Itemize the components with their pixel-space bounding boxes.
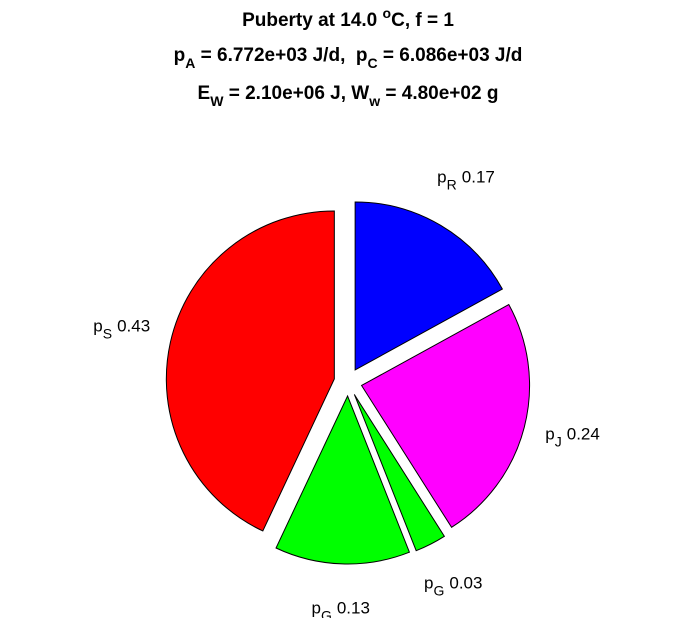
slice-label: pJ 0.24 [545, 425, 600, 450]
title-text: Puberty at 14.0 [242, 10, 382, 31]
title-subscript: w [368, 93, 380, 109]
title-subscript: C [368, 55, 378, 71]
label-subscript: R [447, 176, 457, 192]
pie-slice [353, 394, 446, 552]
title-superscript: o [383, 5, 392, 21]
chart-title: pA = 6.772e+03 J/d, pC = 6.086e+03 J/d [174, 45, 523, 71]
slice-label: pS 0.43 [93, 316, 150, 341]
pie-slice [360, 303, 531, 529]
slice-label: pG 0.13 [311, 599, 369, 618]
title-text: C, f = 1 [391, 10, 454, 31]
slice-label: pG 0.03 [424, 574, 482, 599]
title-text: = 2.10e+06 J, W [223, 83, 369, 104]
label-value: 0.24 [567, 425, 600, 444]
pie-slice [354, 201, 504, 371]
label-subscript: G [321, 608, 332, 618]
label-value: 0.17 [462, 167, 495, 186]
title-text: p [174, 45, 186, 66]
label-name: p [311, 599, 320, 618]
label-name: p [545, 425, 554, 444]
label-name: p [437, 167, 446, 186]
title-text: = 4.80e+02 g [380, 83, 498, 104]
label-name: p [93, 316, 102, 335]
label-value: 0.43 [117, 316, 150, 335]
label-subscript: J [555, 434, 562, 450]
pie-slice [165, 210, 335, 532]
label-subscript: G [433, 583, 444, 599]
chart-title: EW = 2.10e+06 J, Ww = 4.80e+02 g [198, 83, 499, 109]
label-value: 0.13 [337, 599, 370, 618]
title-subscript: A [185, 55, 195, 71]
chart-title: Puberty at 14.0 oC, f = 1 [242, 5, 454, 31]
label-value: 0.03 [449, 574, 482, 593]
pie-slice [275, 394, 411, 565]
title-subscript: W [210, 93, 224, 109]
label-subscript: S [103, 325, 112, 341]
title-text: = 6.086e+03 J/d [378, 45, 523, 66]
label-name: p [424, 574, 433, 593]
title-text: E [198, 83, 211, 104]
slice-label: pR 0.17 [437, 167, 495, 192]
title-text: = 6.772e+03 J/d, p [195, 45, 367, 66]
